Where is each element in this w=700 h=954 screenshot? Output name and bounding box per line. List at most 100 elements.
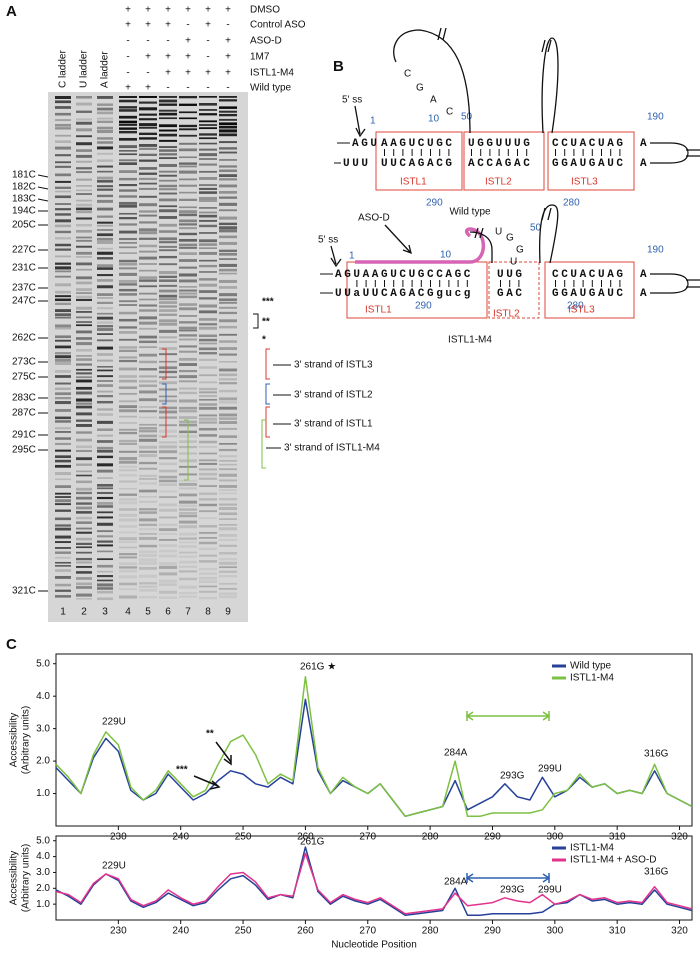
gel-band bbox=[179, 570, 197, 573]
gel-band bbox=[219, 202, 237, 206]
gel-band bbox=[219, 595, 237, 599]
condition-mark: + bbox=[225, 5, 231, 16]
gel-band bbox=[97, 285, 113, 289]
gel-band bbox=[76, 598, 92, 600]
gel-band bbox=[76, 128, 92, 132]
gel-band bbox=[159, 309, 177, 312]
condition-mark: + bbox=[185, 68, 191, 79]
gel-band bbox=[55, 127, 71, 130]
gel-band bbox=[179, 560, 197, 564]
gel-band bbox=[179, 289, 197, 292]
plot-frame bbox=[55, 835, 693, 921]
gel-band bbox=[55, 561, 71, 564]
gel-band bbox=[55, 455, 71, 459]
condition-mark: + bbox=[205, 20, 211, 31]
gel-band bbox=[139, 118, 157, 121]
gel-band bbox=[55, 119, 71, 122]
gel-band bbox=[179, 537, 197, 540]
gel-band bbox=[219, 468, 237, 471]
gel-band bbox=[119, 288, 137, 292]
gel-band bbox=[119, 493, 137, 496]
gel-band bbox=[139, 477, 157, 480]
gel-band bbox=[139, 528, 157, 531]
gel-band bbox=[219, 368, 237, 372]
sequence: GAC bbox=[497, 288, 525, 300]
strand-bracket bbox=[265, 383, 270, 405]
gel-band bbox=[97, 346, 113, 350]
condition-mark: - bbox=[206, 36, 209, 47]
gel-band bbox=[76, 171, 92, 174]
gel-band bbox=[179, 247, 197, 249]
gel-band bbox=[159, 399, 177, 403]
gel-band bbox=[97, 544, 113, 547]
gel-band bbox=[76, 521, 92, 524]
gel-band bbox=[119, 566, 137, 569]
gel-band bbox=[179, 369, 197, 373]
gel-band bbox=[199, 381, 217, 384]
gel-band bbox=[76, 160, 92, 163]
gel-band bbox=[119, 326, 137, 329]
gel-band bbox=[97, 400, 113, 404]
gel-band bbox=[219, 566, 237, 569]
gel-band bbox=[55, 401, 71, 405]
gel-band bbox=[179, 592, 197, 595]
condition-mark: - bbox=[126, 52, 129, 63]
gel-band bbox=[159, 245, 177, 248]
gel-band bbox=[97, 375, 113, 378]
gel-band bbox=[55, 397, 71, 400]
condition-mark: + bbox=[165, 52, 171, 63]
istl-box bbox=[375, 131, 463, 191]
gel-band bbox=[179, 500, 197, 504]
gel-band bbox=[55, 327, 71, 330]
gel-band bbox=[199, 403, 217, 406]
peak-label: *** bbox=[176, 765, 188, 776]
x-tick-label: 230 bbox=[110, 832, 127, 843]
gel-band bbox=[139, 153, 157, 157]
gel-band bbox=[119, 356, 137, 359]
gel-band bbox=[119, 513, 137, 517]
gel-band bbox=[119, 137, 137, 141]
gel-band bbox=[97, 257, 113, 260]
x-tick-label: 230 bbox=[110, 926, 127, 937]
gel-band bbox=[199, 417, 217, 421]
gel-band bbox=[97, 487, 113, 490]
gel-band bbox=[97, 120, 113, 124]
gel-band bbox=[97, 103, 113, 106]
gel-band bbox=[139, 210, 157, 213]
gel-band bbox=[76, 546, 92, 549]
gel-band bbox=[179, 198, 197, 202]
gel-band bbox=[139, 237, 157, 240]
gel-band bbox=[119, 237, 137, 241]
gel-band bbox=[139, 500, 157, 504]
gel-band bbox=[55, 589, 71, 592]
star-mark: *** bbox=[262, 297, 274, 308]
gel-band bbox=[97, 229, 113, 231]
gel-band bbox=[97, 583, 113, 587]
gel-band bbox=[119, 405, 137, 409]
gel-band bbox=[97, 428, 113, 431]
gel-band bbox=[179, 577, 197, 581]
gel-band bbox=[159, 103, 177, 106]
peak-label: 299U bbox=[538, 885, 562, 896]
loop-base: C bbox=[404, 69, 411, 80]
gel-band bbox=[76, 102, 92, 106]
gel-band bbox=[76, 542, 92, 545]
gel-band bbox=[199, 472, 217, 476]
gel-band bbox=[219, 492, 237, 495]
gel-band bbox=[159, 313, 177, 316]
strand-bracket bbox=[162, 406, 167, 438]
gel-band bbox=[97, 564, 113, 568]
gel-band bbox=[97, 328, 113, 331]
gel-band bbox=[219, 400, 237, 404]
gel-band bbox=[97, 446, 113, 450]
gel-band bbox=[97, 321, 113, 324]
gel-band bbox=[139, 96, 157, 98]
gel-band bbox=[76, 154, 92, 158]
gel-band bbox=[199, 177, 217, 180]
gel-band bbox=[219, 582, 237, 585]
lane-header: C ladder bbox=[58, 50, 69, 88]
gel-band bbox=[97, 185, 113, 188]
gel-band bbox=[119, 469, 137, 472]
box-label: ISTL3 bbox=[568, 305, 595, 316]
